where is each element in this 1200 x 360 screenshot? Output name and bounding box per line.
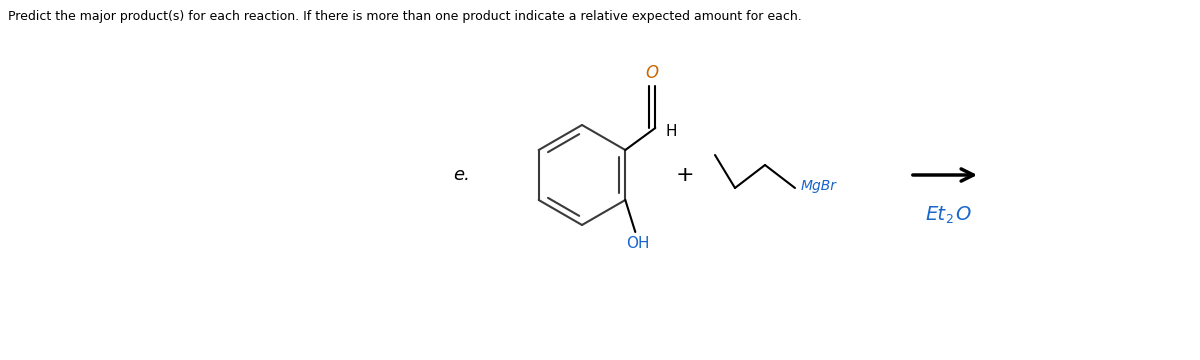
Text: MgBr: MgBr <box>800 179 836 193</box>
Text: Et: Et <box>925 205 944 224</box>
Text: 2: 2 <box>944 213 953 226</box>
Text: +: + <box>676 165 695 185</box>
Text: e.: e. <box>454 166 470 184</box>
Text: O: O <box>646 64 659 82</box>
Text: H: H <box>665 125 677 139</box>
Text: O: O <box>955 205 971 224</box>
Text: Predict the major product(s) for each reaction. If there is more than one produc: Predict the major product(s) for each re… <box>8 10 802 23</box>
Text: OH: OH <box>626 236 650 251</box>
